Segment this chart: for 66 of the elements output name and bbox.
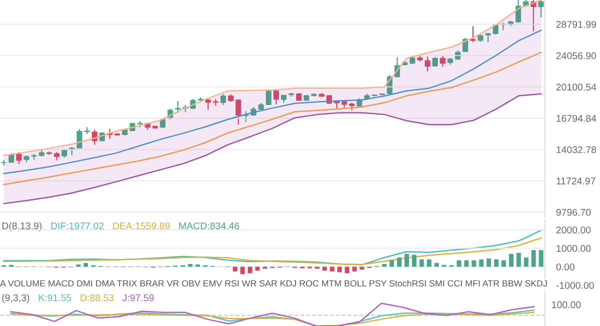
bar bbox=[322, 266, 327, 270]
bar bbox=[486, 258, 492, 267]
y-tick-label: 11724.97 bbox=[556, 178, 596, 184]
bar bbox=[524, 258, 528, 267]
bar bbox=[84, 263, 88, 267]
series-label: J:97.59 bbox=[122, 294, 154, 302]
bar bbox=[255, 266, 260, 270]
bar bbox=[516, 252, 521, 267]
bar bbox=[472, 260, 476, 267]
bar bbox=[531, 250, 536, 267]
y-tick-label: -1000.00 bbox=[556, 282, 594, 289]
candlestick bbox=[205, 98, 211, 110]
text: 100.00 bbox=[552, 301, 581, 308]
series-label: D:88.53 bbox=[80, 294, 114, 302]
text: MACD:834.46 bbox=[179, 222, 240, 230]
candlestick bbox=[76, 128, 82, 149]
series-label: K:91.55 bbox=[38, 294, 72, 302]
bar bbox=[344, 266, 350, 274]
bar bbox=[538, 250, 544, 267]
bar bbox=[434, 263, 439, 267]
candlestick bbox=[266, 89, 272, 106]
candlestick bbox=[440, 54, 446, 68]
annotation: A VOLUME MACD DMI DMA TRIX BRAR VR OBV EMV RSI WR SAR KDJ ROC MTM BOLL PSY StochRSI SMI CCI MFI ATR BBW SKDJ bbox=[0, 280, 547, 287]
candlestick bbox=[8, 152, 14, 164]
y-tick-label: 2000.00 bbox=[556, 226, 591, 234]
bar bbox=[240, 266, 245, 274]
bar bbox=[232, 266, 238, 272]
bar bbox=[188, 264, 193, 267]
candlestick bbox=[175, 100, 181, 114]
candlestick bbox=[220, 94, 226, 106]
candlestick bbox=[236, 98, 242, 126]
bar bbox=[330, 266, 334, 272]
bar bbox=[337, 266, 342, 272]
candlestick bbox=[16, 152, 22, 164]
y-tick-label: 24056.90 bbox=[556, 52, 596, 60]
y-tick-label: 14032.78 bbox=[556, 146, 596, 154]
candlestick bbox=[538, 0, 544, 18]
y-tick-label: 20100.54 bbox=[556, 84, 596, 91]
y-tick-label: 28791.99 bbox=[556, 20, 596, 28]
legend-title: (9,3,3) bbox=[2, 294, 30, 304]
bar bbox=[502, 260, 506, 267]
bar bbox=[412, 254, 416, 267]
bar bbox=[426, 259, 432, 267]
candlestick bbox=[273, 88, 279, 105]
bar bbox=[382, 264, 387, 267]
bar bbox=[479, 259, 484, 267]
bar bbox=[456, 260, 462, 267]
y-tick-label: 16794.84 bbox=[556, 114, 596, 122]
bar bbox=[404, 254, 409, 267]
bar bbox=[419, 259, 424, 267]
bar bbox=[464, 260, 469, 267]
bar bbox=[397, 258, 402, 267]
legend-title: D(8,13,9) bbox=[2, 222, 42, 232]
bar bbox=[494, 259, 499, 267]
candlestick bbox=[1, 159, 7, 166]
y-tick-label: 9796.70 bbox=[556, 208, 591, 216]
candlestick bbox=[485, 32, 491, 43]
y-tick-label: 1000.00 bbox=[556, 245, 591, 252]
bar bbox=[508, 254, 514, 267]
bar bbox=[390, 260, 394, 267]
bar bbox=[360, 266, 364, 270]
text: DIF:1977.02 bbox=[51, 222, 104, 230]
candlestick bbox=[424, 56, 430, 72]
y-tick-label: 0.00 bbox=[556, 263, 574, 270]
text: DEA:1559.89 bbox=[113, 222, 170, 230]
candlestick bbox=[516, 0, 522, 24]
